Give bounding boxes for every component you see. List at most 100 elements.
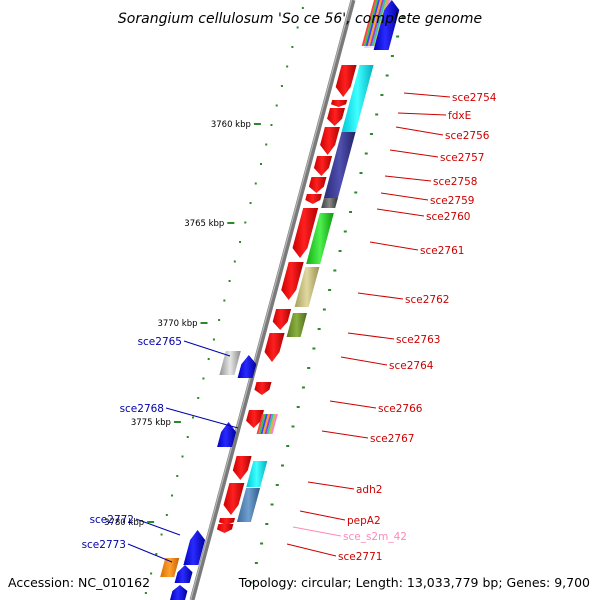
gene-label-pepA2: pepA2 — [347, 515, 381, 527]
gene-label-sce2754: sce2754 — [452, 92, 497, 104]
label-leader — [165, 407, 239, 429]
function-category-stripes — [266, 414, 274, 434]
gene-label-sce2758: sce2758 — [433, 176, 477, 188]
gene-label-sce2764: sce2764 — [389, 360, 434, 372]
forward-gene — [216, 524, 234, 533]
scale-labels: 3760 kbp 3765 kbp 3770 kbp 3775 kbp 3780 kbp — [104, 120, 261, 528]
function-category-bar — [246, 461, 268, 487]
scale-label-3780: 3780 kbp — [104, 518, 144, 528]
gene-label-sce2767: sce2767 — [370, 433, 414, 445]
forward-gene — [232, 456, 252, 480]
accession-text: Accession: NC_010162 — [8, 575, 150, 590]
label-leader — [397, 112, 447, 116]
function-category-stripes — [260, 414, 268, 434]
function-category-stripes — [262, 414, 270, 434]
forward-gene — [320, 127, 340, 155]
label-leader — [286, 543, 337, 557]
gene-label-sce2763: sce2763 — [396, 334, 440, 346]
gene-label-sce2772: sce2772 — [90, 514, 134, 526]
scale-label-3760: 3760 kbp — [211, 120, 251, 130]
label-leader — [329, 400, 377, 409]
reverse-gene — [217, 422, 237, 447]
label-leader — [357, 292, 404, 300]
function-category-bar — [236, 488, 261, 522]
gene-label-sce2765: sce2765 — [138, 336, 182, 348]
forward-gene — [308, 177, 327, 193]
function-category-bar — [160, 558, 180, 577]
function-category-stripes — [371, 0, 386, 46]
label-leader — [403, 92, 451, 98]
scale-label-3770: 3770 kbp — [157, 319, 197, 329]
label-leader — [127, 543, 173, 563]
label-leader — [395, 126, 444, 136]
gene-features — [160, 0, 400, 600]
forward-gene — [223, 483, 245, 515]
forward-gene — [292, 208, 319, 258]
gene-label-sce2761: sce2761 — [420, 245, 464, 257]
function-category-bar — [219, 351, 241, 375]
scale-label-3775: 3775 kbp — [131, 418, 171, 428]
scale-label-3765: 3765 kbp — [184, 219, 224, 229]
label-leader — [183, 340, 231, 357]
function-category-bar — [323, 132, 356, 198]
gene-label-sce2771: sce2771 — [338, 551, 382, 563]
forward-gene — [313, 156, 333, 176]
genome-summary-text: Topology: circular; Length: 13,033,779 b… — [238, 575, 590, 590]
function-category-stripes — [367, 0, 382, 46]
label-leader — [380, 192, 429, 201]
scale-ticks — [144, 7, 405, 594]
function-category-bar — [341, 65, 374, 133]
forward-gene — [264, 333, 285, 362]
gene-label-sce2762: sce2762 — [405, 294, 449, 306]
function-category-stripes — [365, 0, 380, 46]
gene-label-sce2773: sce2773 — [82, 539, 126, 551]
forward-gene — [272, 309, 292, 330]
function-category-stripes — [268, 414, 276, 434]
gene-label-adh2: adh2 — [356, 484, 382, 496]
forward-gene — [246, 410, 264, 428]
map-title: Sorangium cellulosum 'So ce 56', complet… — [118, 11, 482, 27]
forward-gene — [305, 194, 322, 204]
reverse-gene — [373, 0, 400, 50]
label-leader — [292, 526, 342, 537]
label-leader — [340, 356, 388, 366]
label-leader-lines — [127, 92, 451, 563]
function-category-stripes — [270, 414, 278, 434]
function-category-stripes — [258, 414, 266, 434]
label-leader — [299, 510, 346, 521]
gene-label-sce2756: sce2756 — [445, 130, 490, 142]
gene-label-fdxE: fdxE — [448, 110, 471, 122]
forward-gene — [327, 108, 345, 126]
function-category-stripes — [369, 0, 384, 46]
forward-gene-small — [218, 518, 235, 525]
function-category-bar — [294, 267, 320, 307]
function-category-bar — [306, 213, 334, 264]
gene-label-sce2759: sce2759 — [430, 195, 474, 207]
reverse-gene — [170, 585, 188, 600]
function-category-stripes — [363, 0, 378, 46]
function-category-bar — [321, 198, 338, 208]
forward-gene — [281, 262, 304, 300]
label-leader — [135, 518, 181, 536]
gene-labels: sce2754 fdxE sce2756 sce2757 sce2758 sce2759 s… — [82, 92, 497, 563]
reverse-gene — [174, 565, 193, 583]
function-category-stripes — [264, 414, 272, 434]
gene-label-sce_s2m_42: sce_s2m_42 — [343, 531, 407, 543]
label-leader — [321, 430, 369, 439]
gene-label-sce2760: sce2760 — [426, 211, 470, 223]
gene-label-sce2768: sce2768 — [120, 403, 164, 415]
function-category-stripes — [256, 414, 264, 434]
label-leader — [307, 481, 355, 490]
forward-gene — [335, 65, 357, 97]
label-leader — [376, 208, 425, 217]
forward-gene — [254, 382, 272, 395]
forward-gene-small — [331, 100, 348, 107]
label-leader — [369, 241, 419, 251]
function-category-stripes — [361, 0, 376, 46]
reverse-gene — [237, 355, 257, 378]
genome-backbone — [189, 0, 356, 600]
gene-label-sce2766: sce2766 — [378, 403, 423, 415]
function-category-bar — [286, 313, 307, 337]
reverse-gene — [183, 530, 206, 565]
